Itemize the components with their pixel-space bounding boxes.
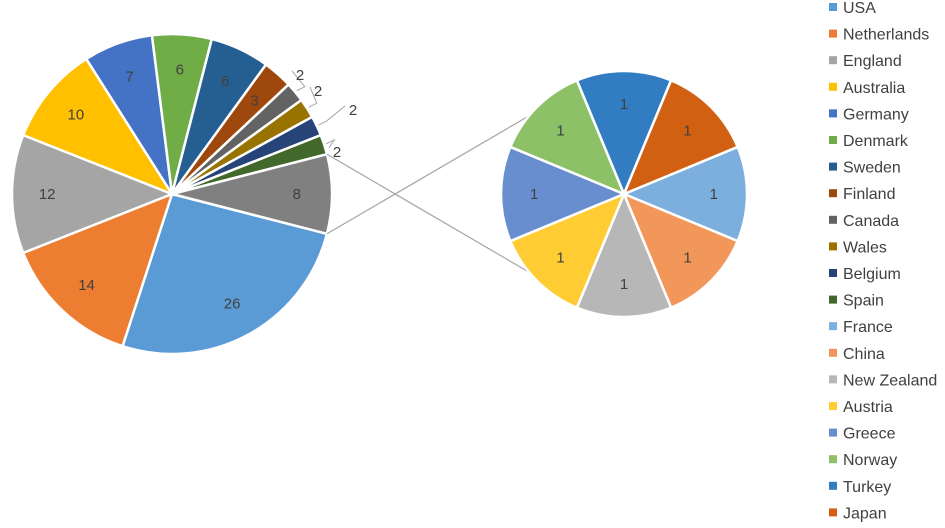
- legend-swatch-finland: [829, 189, 837, 198]
- leader-line-canada: [291, 70, 306, 92]
- legend-swatch-sweden: [829, 162, 837, 171]
- secondary-pie-label-japan: 1: [683, 123, 691, 140]
- main-pie: [10, 32, 334, 356]
- legend-swatch-greece: [829, 428, 837, 437]
- legend-label-greece: Greece: [843, 426, 896, 443]
- main-pie-label-netherlands: 14: [78, 277, 95, 294]
- legend-swatch-new-zealand: [829, 375, 837, 384]
- legend: USA Netherlands England Australia Germany Den…: [829, 0, 937, 522]
- main-pie-label-finland: 3: [250, 92, 258, 109]
- legend-label-belgium: Belgium: [843, 266, 901, 283]
- legend-label-canada: Canada: [843, 213, 899, 230]
- main-pie-label-belgium: 2: [349, 102, 357, 119]
- secondary-pie-label-austria: 1: [556, 249, 564, 266]
- main-pie-label-usa: 26: [224, 295, 241, 312]
- legend-swatch-japan: [829, 508, 837, 517]
- main-pie-label-wales: 2: [314, 83, 322, 100]
- main-pie-slice-england: [10, 133, 176, 255]
- leader-line-spain: [325, 138, 336, 149]
- legend-label-denmark: Denmark: [843, 133, 909, 150]
- secondary-pie-slice-turkey: [575, 69, 673, 198]
- main-pie-slice-usa: [120, 192, 329, 356]
- secondary-pie-slice-france: [620, 145, 749, 243]
- legend-label-new-zealand: New Zealand: [843, 372, 937, 389]
- legend-swatch-netherlands: [829, 29, 837, 38]
- legend-label-spain: Spain: [843, 293, 884, 310]
- legend-label-china: China: [843, 346, 885, 363]
- legend-label-usa: USA: [843, 0, 876, 17]
- secondary-pie-slice-greece: [499, 145, 628, 243]
- legend-swatch-germany: [829, 109, 837, 118]
- secondary-pie-label-china: 1: [683, 249, 691, 266]
- legend-swatch-england: [829, 56, 837, 65]
- legend-swatch-usa: [829, 3, 837, 11]
- legend-swatch-spain: [829, 295, 837, 304]
- legend-label-turkey: Turkey: [843, 479, 891, 496]
- secondary-pie: [499, 69, 749, 319]
- secondary-pie-slice-japan: [621, 78, 740, 197]
- main-pie-label-sweden: 6: [221, 73, 229, 90]
- main-pie-label-germany: 7: [126, 69, 134, 86]
- secondary-pie-slice-norway: [508, 78, 627, 197]
- legend-swatch-france: [829, 322, 837, 331]
- legend-swatch-turkey: [829, 481, 837, 490]
- legend-label-wales: Wales: [843, 239, 887, 256]
- main-pie-slice-netherlands: [21, 191, 175, 348]
- legend-swatch-austria: [829, 402, 837, 410]
- legend-label-finland: Finland: [843, 186, 895, 203]
- secondary-pie-slice-new-zealand: [575, 190, 673, 319]
- secondary-pie-slice-austria: [508, 191, 627, 310]
- legend-swatch-wales: [829, 242, 837, 251]
- secondary-pie-slice-china: [621, 191, 740, 310]
- legend-label-australia: Australia: [843, 80, 905, 97]
- secondary-pie-label-norway: 1: [556, 123, 564, 140]
- main-pie-slice-australia: [21, 57, 176, 197]
- legend-swatch-norway: [829, 455, 837, 464]
- leader-line-belgium: [318, 105, 346, 126]
- main-pie-label-denmark: 6: [176, 61, 184, 78]
- secondary-pie-label-greece: 1: [530, 186, 538, 203]
- legend-swatch-canada: [829, 215, 837, 224]
- legend-swatch-china: [829, 348, 837, 357]
- main-pie-label-other: 8: [293, 186, 301, 203]
- legend-swatch-australia: [829, 82, 837, 91]
- legend-label-france: France: [843, 319, 893, 336]
- legend-label-england: England: [843, 53, 902, 70]
- main-pie-label-australia: 10: [67, 106, 84, 123]
- secondary-pie-label-france: 1: [710, 186, 718, 203]
- legend-label-sweden: Sweden: [843, 160, 901, 177]
- legend-label-germany: Germany: [843, 106, 909, 123]
- leader-line-wales: [308, 86, 318, 108]
- legend-swatch-belgium: [829, 269, 837, 277]
- legend-label-norway: Norway: [843, 452, 897, 469]
- main-pie-label-spain: 2: [333, 144, 341, 161]
- main-pie-label-england: 12: [39, 186, 56, 203]
- legend-label-japan: Japan: [843, 505, 887, 522]
- legend-label-netherlands: Netherlands: [843, 27, 929, 44]
- secondary-pie-label-new-zealand: 1: [620, 276, 628, 293]
- secondary-pie-label-turkey: 1: [620, 96, 628, 113]
- main-pie-label-canada: 2: [296, 67, 304, 84]
- legend-label-austria: Austria: [843, 399, 893, 416]
- legend-swatch-denmark: [829, 136, 837, 144]
